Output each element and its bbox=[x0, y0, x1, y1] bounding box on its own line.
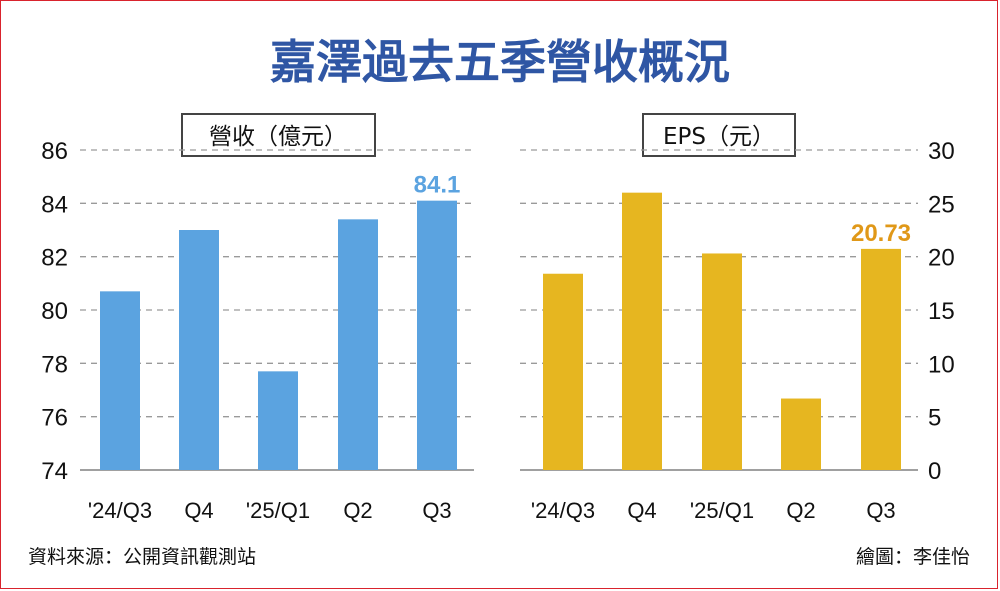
revenue-bar bbox=[338, 219, 378, 470]
revenue-y-tick-label: 78 bbox=[41, 351, 68, 378]
eps-y-tick-label: 20 bbox=[928, 245, 955, 272]
revenue-y-tick-label: 84 bbox=[41, 191, 68, 218]
figure-title: 嘉澤過去五季營收概況 bbox=[270, 35, 730, 89]
eps-legend-label: EPS（元） bbox=[663, 124, 775, 150]
eps-y-tick-label: 0 bbox=[928, 458, 941, 485]
eps-y-tick-label: 5 bbox=[928, 405, 941, 432]
eps-y-tick-label: 10 bbox=[928, 351, 955, 378]
eps-bar bbox=[861, 248, 901, 470]
revenue-x-tick-label: '24/Q3 bbox=[88, 498, 152, 523]
eps-chart-panel: 30 25 20 15 10 5 0 '24/Q3 Q4 '25/Q1 Q2 Q3 20.73 bbox=[520, 138, 955, 523]
eps-y-tick-label: 15 bbox=[928, 298, 955, 325]
eps-data-label: 20.73 bbox=[851, 220, 911, 247]
revenue-bar bbox=[417, 200, 457, 470]
revenue-legend-box bbox=[181, 113, 376, 157]
eps-x-tick-label: Q3 bbox=[866, 498, 895, 523]
revenue-y-tick-label: 80 bbox=[41, 298, 68, 325]
credit-note: 繪圖：李佳怡 bbox=[856, 546, 970, 568]
eps-x-tick-label: Q2 bbox=[786, 498, 815, 523]
eps-y-tick-label: 30 bbox=[928, 138, 955, 165]
revenue-y-tick-label: 74 bbox=[41, 458, 68, 485]
revenue-bar bbox=[100, 291, 140, 470]
revenue-x-tick-label: Q3 bbox=[422, 498, 451, 523]
eps-bar bbox=[781, 398, 821, 470]
eps-legend-box bbox=[642, 113, 796, 157]
eps-y-tick-label: 25 bbox=[928, 191, 955, 218]
source-note: 資料來源：公開資訊觀測站 bbox=[28, 546, 256, 568]
eps-bar bbox=[702, 253, 742, 470]
revenue-x-tick-label: '25/Q1 bbox=[246, 498, 310, 523]
revenue-data-label: 84.1 bbox=[414, 172, 461, 199]
revenue-bar bbox=[258, 371, 298, 470]
revenue-y-tick-label: 82 bbox=[41, 245, 68, 272]
eps-x-tick-label: Q4 bbox=[627, 498, 656, 523]
revenue-x-tick-label: Q4 bbox=[184, 498, 213, 523]
revenue-chart-panel: 86 84 82 80 78 76 74 '24/Q3 Q4 '25/Q1 Q2 Q3 84.1 bbox=[41, 138, 474, 523]
eps-bar bbox=[543, 273, 583, 470]
revenue-y-tick-label: 76 bbox=[41, 405, 68, 432]
revenue-bar bbox=[179, 230, 219, 470]
eps-bar bbox=[622, 192, 662, 470]
eps-x-tick-label: '25/Q1 bbox=[690, 498, 754, 523]
eps-x-tick-label: '24/Q3 bbox=[531, 498, 595, 523]
revenue-x-tick-label: Q2 bbox=[343, 498, 372, 523]
revenue-y-tick-label: 86 bbox=[41, 138, 68, 165]
revenue-legend-label: 營收（億元） bbox=[209, 124, 347, 150]
